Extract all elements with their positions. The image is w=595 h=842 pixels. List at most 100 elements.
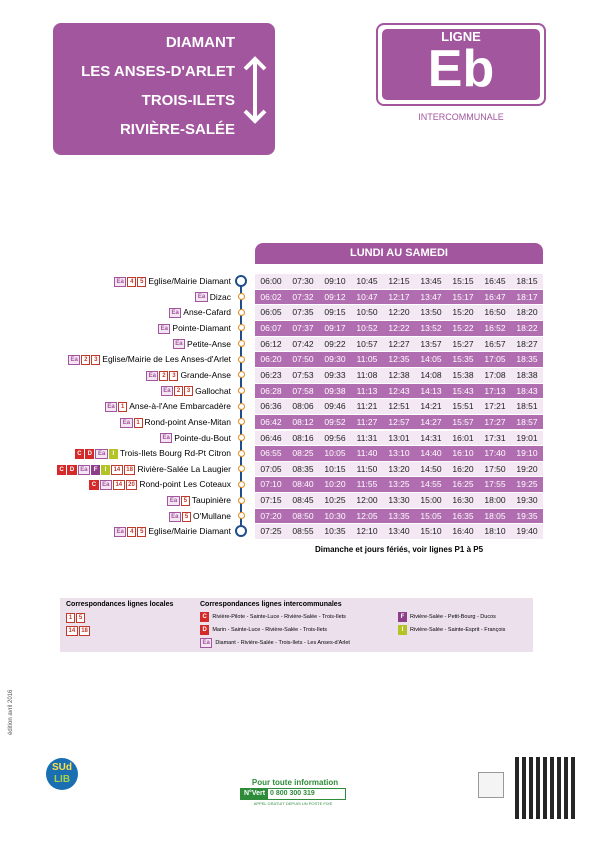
stop-label: Ea 2 3 Gallochat bbox=[160, 384, 231, 400]
time: 13:25 bbox=[388, 479, 410, 490]
time: 17:40 bbox=[484, 448, 506, 459]
time: 11:05 bbox=[356, 354, 378, 365]
stop-label: Ea 5 Taupinière bbox=[167, 493, 231, 509]
connection-badge: 2 bbox=[159, 370, 169, 381]
info-label: Pour toute information bbox=[251, 778, 339, 787]
time: 18:35 bbox=[516, 354, 538, 365]
time: 15:17 bbox=[452, 291, 474, 302]
time: 16:57 bbox=[484, 338, 506, 349]
time: 17:05 bbox=[484, 354, 506, 365]
connection-badge: I bbox=[398, 625, 407, 635]
time-row bbox=[255, 367, 543, 383]
time: 10:25 bbox=[324, 495, 346, 506]
qr-code bbox=[515, 757, 577, 819]
time: 08:16 bbox=[292, 432, 314, 443]
time-row bbox=[255, 399, 543, 414]
stop-label: Ea 2 3 Eglise/Mairie de Les Anses-d'Arlet bbox=[67, 352, 231, 368]
stop-marker bbox=[237, 340, 245, 348]
legend-box bbox=[60, 598, 533, 652]
time: 16:20 bbox=[452, 463, 474, 474]
connection-badge: Ea bbox=[168, 511, 181, 522]
arrow-icon bbox=[243, 56, 267, 124]
connection-badge: 5 bbox=[181, 511, 191, 522]
stop-marker bbox=[237, 355, 245, 363]
time-row bbox=[255, 414, 543, 430]
time: 08:25 bbox=[292, 448, 314, 459]
edition: édition avril 2016 bbox=[8, 689, 14, 735]
time-row bbox=[255, 430, 543, 446]
connection-badge: 4 bbox=[127, 276, 137, 287]
stop-marker bbox=[237, 371, 245, 379]
time: 11:31 bbox=[356, 432, 378, 443]
time: 09:30 bbox=[324, 354, 346, 365]
legend-text: Rivière-Pilote - Sainte-Luce - Rivière-S… bbox=[212, 614, 346, 620]
time: 14:08 bbox=[420, 369, 442, 380]
time: 07:10 bbox=[260, 479, 282, 490]
time: 09:12 bbox=[324, 291, 346, 302]
legend-text: Diamant - Rivière-Salée - Trois-Ilets - … bbox=[215, 640, 350, 646]
connection-badge: D bbox=[67, 464, 77, 475]
time: 15:35 bbox=[452, 354, 474, 365]
time: 06:00 bbox=[260, 276, 282, 286]
time: 06:02 bbox=[260, 291, 282, 302]
time: 18:20 bbox=[516, 307, 538, 318]
time: 15:38 bbox=[452, 369, 474, 380]
time: 09:15 bbox=[324, 307, 346, 318]
schedule-title: LUNDI AU SAMEDI bbox=[255, 243, 543, 264]
time: 18:10 bbox=[484, 526, 506, 537]
time: 15:27 bbox=[452, 338, 474, 349]
stop-label: Ea Pointe-du-Bout bbox=[159, 431, 231, 447]
time: 12:17 bbox=[388, 291, 410, 302]
destination: DIAMANT bbox=[165, 34, 235, 51]
time: 06:05 bbox=[260, 307, 282, 318]
stop-name: Rond-point Anse-Mitan bbox=[144, 416, 231, 427]
stop-label: Ea Anse-Cafard bbox=[168, 305, 231, 321]
connection-badge: 5 bbox=[180, 495, 190, 506]
time-row bbox=[255, 493, 543, 508]
time: 17:55 bbox=[484, 479, 506, 490]
partner-logo bbox=[478, 772, 504, 798]
time: 07:35 bbox=[292, 307, 314, 318]
time: 08:50 bbox=[292, 510, 314, 521]
connection-badge: D bbox=[200, 625, 210, 635]
time: 06:20 bbox=[260, 354, 282, 365]
time: 15:22 bbox=[452, 322, 474, 333]
legend-inter-row: F Rivière-Salée - Petit-Bourg - Ducos bbox=[398, 612, 496, 622]
time: 07:50 bbox=[292, 354, 314, 365]
legend-inter-row: Ea Diamant - Rivière-Salée - Trois-Ilets … bbox=[200, 638, 350, 648]
connection-badge: 20 bbox=[125, 480, 138, 491]
time: 12:57 bbox=[388, 416, 410, 427]
connection-badge: 14 bbox=[111, 464, 123, 475]
time: 10:50 bbox=[356, 307, 378, 318]
stop-label: Ea 1 Anse-à-l'Ane Embarcadère bbox=[104, 399, 231, 415]
time: 18:27 bbox=[516, 338, 538, 349]
time: 14:50 bbox=[420, 463, 442, 474]
time-row bbox=[255, 289, 543, 305]
time: 12:15 bbox=[388, 276, 410, 286]
logo-bottom: LIB bbox=[53, 774, 71, 785]
time: 14:27 bbox=[420, 416, 442, 427]
time: 16:50 bbox=[484, 307, 506, 318]
connection-badge: Ea bbox=[99, 480, 112, 491]
connection-badge: 5 bbox=[137, 527, 147, 538]
line-box: LIGNE Eb bbox=[376, 23, 546, 106]
stop-marker bbox=[237, 434, 245, 441]
time: 09:10 bbox=[324, 276, 346, 286]
time: 12:10 bbox=[356, 526, 378, 537]
stop-name: Petite-Anse bbox=[187, 338, 231, 349]
time: 11:40 bbox=[356, 448, 378, 459]
stop-label: Ea 2 3 Grande-Anse bbox=[146, 368, 231, 384]
time: 14:05 bbox=[420, 354, 442, 365]
connection-badge: Ea bbox=[172, 339, 186, 350]
stop-name: Pointe-Diamant bbox=[172, 322, 231, 333]
time: 17:08 bbox=[484, 369, 506, 380]
time: 13:47 bbox=[420, 291, 442, 302]
time: 12:27 bbox=[388, 338, 410, 349]
time: 09:33 bbox=[324, 369, 346, 380]
time: 16:40 bbox=[452, 526, 474, 537]
time: 19:25 bbox=[516, 479, 538, 490]
phone-number: 0 800 300 319 bbox=[270, 790, 315, 797]
phone-label: N°Vert bbox=[241, 789, 269, 799]
stop-name: Eglise/Mairie Diamant bbox=[148, 276, 231, 286]
